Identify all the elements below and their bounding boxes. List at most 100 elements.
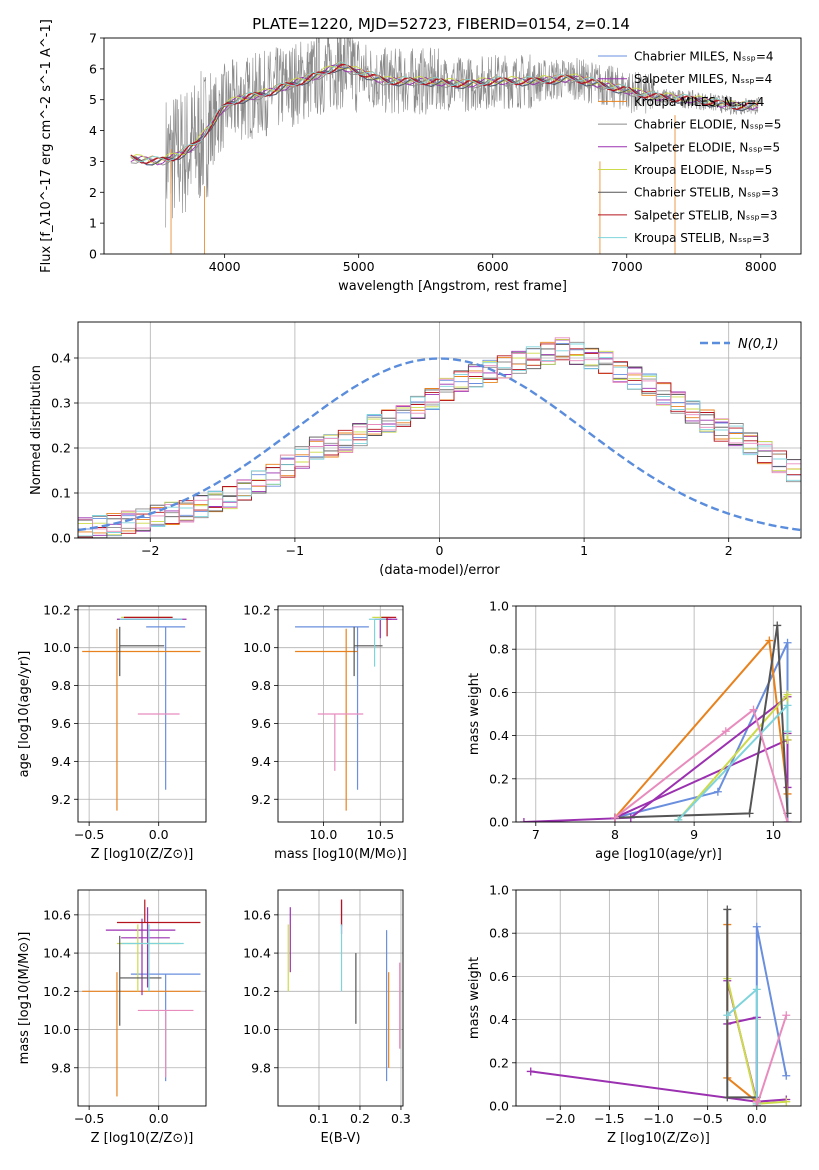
y-tick-label: 9.2 [251, 792, 271, 807]
mass-weight-line [677, 691, 789, 821]
model-spectrum-line [130, 61, 759, 163]
y-axis-label: Normed distribution [29, 365, 44, 495]
x-tick-label: 7000 [611, 259, 643, 274]
x-axis-label: age [log10(age/yr)] [595, 847, 722, 862]
y-tick-label: 10.0 [43, 1022, 71, 1037]
mass-weight-vs-metallicity-panel: −2.0 −1.5 −1.0 −0.5 0.0 0.0 0.2 0.4 0.6 0.8 1.0 Z [… [467, 883, 802, 1146]
data-point-marker [752, 985, 761, 994]
data-point-marker [783, 727, 792, 736]
mass-weight-line [726, 924, 758, 1103]
data-point-marker [783, 701, 792, 710]
legend-label: Salpeter STELIB, Nₛₛₚ=3 [634, 208, 778, 222]
mass-weight-line [523, 694, 789, 822]
y-tick-label: 9.2 [51, 792, 71, 807]
x-tick-label: −1.5 [594, 1111, 624, 1126]
y-tick-label: 0.2 [489, 771, 509, 786]
y-tick-label: 0.0 [51, 531, 71, 546]
x-axis-label: Z [log10(Z/Z⊙)] [607, 1131, 710, 1146]
legend-label: N(0,1) [738, 337, 779, 352]
axes-frame [77, 321, 802, 539]
y-axis-label: mass weight [467, 957, 482, 1039]
y-tick-label: 0.4 [51, 351, 71, 366]
y-tick-label: 9.8 [251, 678, 271, 693]
data-point-marker [526, 1067, 535, 1076]
y-tick-label: 9.8 [51, 1060, 71, 1075]
y-tick-label: 1.0 [489, 599, 509, 614]
y-tick-label: 2 [89, 185, 97, 200]
y-tick-label: 0.2 [51, 441, 71, 456]
mass-vs-metallicity-panel: −0.5 0.0 9.8 10.0 10.2 10.4 10.6 Z [log10(Z/Z⊙)… [17, 889, 207, 1146]
x-tick-label: 10.0 [310, 827, 338, 842]
y-tick-label: 0.4 [489, 728, 509, 743]
y-tick-label: 7 [89, 31, 97, 46]
x-axis-label: Z [log10(Z/Z⊙)] [91, 1131, 194, 1146]
y-tick-label: 1.0 [489, 883, 509, 898]
plot-area [82, 616, 201, 811]
mass-weight-line [677, 702, 789, 821]
y-tick-label: 0.4 [489, 1012, 509, 1027]
plot-area [78, 337, 801, 538]
data-point-marker [610, 813, 619, 822]
y-tick-label: 0.6 [489, 685, 509, 700]
model-spectrum-line [130, 64, 759, 166]
x-tick-label: 8 [611, 827, 619, 842]
y-tick-label: 0.3 [51, 396, 71, 411]
data-point-marker [674, 815, 683, 822]
x-tick-label: 10.5 [366, 827, 394, 842]
plot-area [519, 621, 792, 822]
y-axis-label: age [log10(age/yr)] [17, 651, 32, 778]
y-tick-label: 10.0 [43, 640, 71, 655]
x-tick-label: −0.5 [74, 1111, 104, 1126]
x-tick-label: 9 [690, 827, 698, 842]
y-tick-label: 5 [89, 92, 97, 107]
data-point-marker [752, 922, 761, 931]
y-tick-label: 9.4 [251, 754, 271, 769]
data-point-marker [723, 905, 732, 914]
mass-weight-line [755, 926, 788, 1106]
y-tick-label: 10.2 [43, 984, 71, 999]
axes-frame [277, 889, 404, 1107]
y-tick-label: 10.4 [243, 946, 271, 961]
figure-title: PLATE=1220, MJD=52723, FIBERID=0154, z=0… [252, 15, 630, 33]
data-point-marker [782, 1011, 791, 1020]
x-axis-label: mass [log10(M/M⊙)] [274, 847, 407, 862]
x-tick-label: 2 [725, 543, 733, 558]
x-tick-label: 1 [580, 543, 588, 558]
y-tick-label: 10.6 [243, 907, 271, 922]
y-tick-label: 0.1 [51, 486, 71, 501]
normal-curve [78, 357, 801, 532]
x-axis-label: E(B-V) [320, 1131, 360, 1146]
axes-frame [277, 605, 404, 823]
x-tick-label: −2 [141, 543, 159, 558]
y-tick-label: 9.6 [251, 716, 271, 731]
x-tick-label: 8000 [745, 259, 777, 274]
y-tick-label: 10.0 [243, 1022, 271, 1037]
model-spectrum-line [130, 63, 759, 164]
x-axis-label: Z [log10(Z/Z⊙)] [91, 847, 194, 862]
mass-vs-extinction-panel: 0.1 0.2 0.3 9.8 10.0 10.2 10.4 10.6 E(B-V) [243, 889, 411, 1146]
x-tick-label: 4000 [209, 259, 241, 274]
data-point-marker [765, 636, 774, 645]
y-tick-label: 9.8 [251, 1060, 271, 1075]
data-point-marker [723, 1093, 732, 1102]
y-tick-label: 0.2 [489, 1055, 509, 1070]
y-tick-label: 3 [89, 154, 97, 169]
data-point-marker [782, 1071, 791, 1080]
y-tick-label: 6 [89, 61, 97, 76]
legend-label: Kroupa ELODIE, Nₛₛₚ=5 [634, 163, 772, 177]
data-point-marker [783, 638, 792, 647]
y-tick-label: 10.4 [43, 946, 71, 961]
x-tick-label: 0 [436, 543, 444, 558]
x-tick-label: 10 [765, 827, 781, 842]
x-tick-label: 0.0 [149, 827, 169, 842]
histogram-series [78, 337, 801, 532]
mass-weight-line [614, 708, 789, 822]
x-axis-label: wavelength [Angstrom, rest frame] [338, 279, 567, 294]
y-tick-label: 10.0 [243, 640, 271, 655]
residual-histogram-panel: −2 −1 0 1 2 0.0 0.1 0.2 0.3 0.4 (data-model)/error… [29, 321, 802, 578]
x-tick-label: 6000 [477, 259, 509, 274]
plot-area [82, 899, 201, 1097]
x-tick-label: 0.0 [747, 1111, 767, 1126]
y-axis-label: Flux [f_λ10^-17 erg cm^-2 s^-1 A^-1] [39, 19, 54, 273]
axes-frame [77, 889, 207, 1107]
